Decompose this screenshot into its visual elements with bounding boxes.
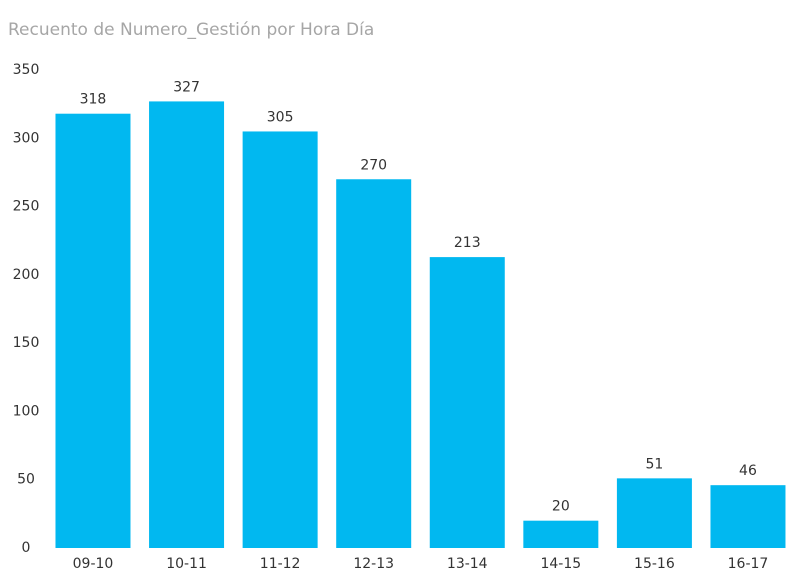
x-tick-label: 15-16 bbox=[634, 556, 675, 572]
data-label: 46 bbox=[739, 463, 757, 479]
data-label: 270 bbox=[360, 157, 387, 173]
y-tick-label: 350 bbox=[13, 62, 40, 78]
y-tick-label: 200 bbox=[13, 267, 40, 283]
data-label: 305 bbox=[267, 109, 294, 125]
x-tick-label: 10-11 bbox=[166, 556, 207, 572]
x-tick-label: 14-15 bbox=[540, 556, 581, 572]
bar bbox=[429, 257, 505, 548]
y-tick-label: 250 bbox=[13, 199, 40, 215]
data-label: 20 bbox=[552, 499, 570, 515]
y-tick-label: 0 bbox=[22, 540, 31, 556]
y-tick-label: 100 bbox=[13, 403, 40, 419]
chart-title: Recuento de Numero_Gestión por Hora Día bbox=[8, 20, 374, 40]
bar bbox=[523, 520, 599, 548]
bar bbox=[149, 101, 225, 548]
bar bbox=[616, 478, 692, 548]
x-tick-label: 12-13 bbox=[353, 556, 394, 572]
y-tick-label: 50 bbox=[17, 472, 35, 488]
bar bbox=[710, 485, 786, 548]
y-tick-label: 300 bbox=[13, 130, 40, 146]
x-tick-label: 16-17 bbox=[728, 556, 769, 572]
y-tick-label: 150 bbox=[13, 335, 40, 351]
x-tick-label: 09-10 bbox=[73, 556, 114, 572]
data-label: 318 bbox=[80, 92, 107, 108]
x-tick-label: 11-12 bbox=[260, 556, 301, 572]
bar bbox=[55, 113, 131, 549]
bar bbox=[336, 179, 412, 548]
bar bbox=[242, 131, 318, 548]
data-label: 213 bbox=[454, 235, 481, 251]
x-tick-label: 13-14 bbox=[447, 556, 488, 572]
data-label: 51 bbox=[645, 456, 663, 472]
data-label: 327 bbox=[173, 79, 200, 95]
